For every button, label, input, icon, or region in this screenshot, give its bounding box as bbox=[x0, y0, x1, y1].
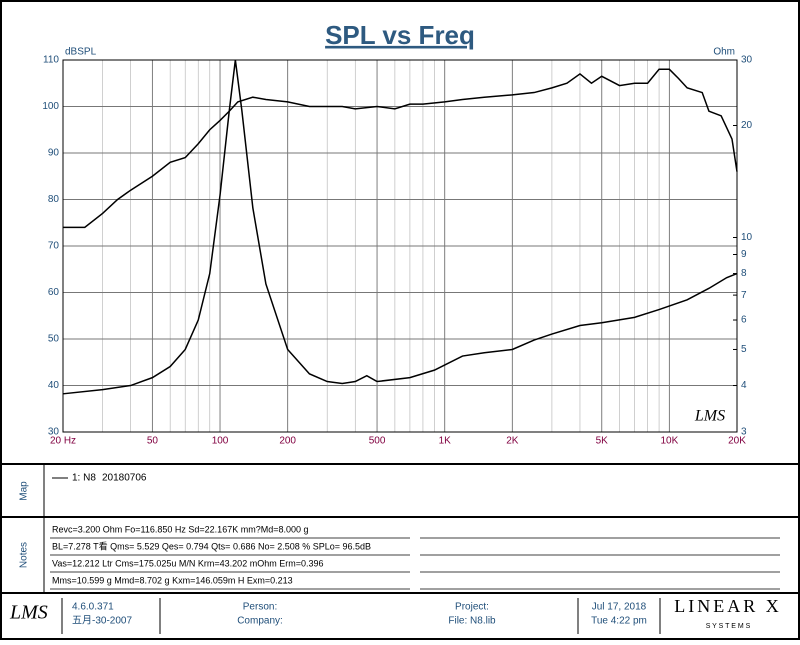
date: Jul 17, 2018 bbox=[592, 602, 647, 613]
x-tick-label: 5K bbox=[596, 436, 609, 447]
y2-tick-label: 30 bbox=[741, 55, 753, 66]
x-tick-label: 2K bbox=[506, 436, 519, 447]
y-tick-label: 60 bbox=[48, 287, 60, 298]
legend-label: 1: N8 bbox=[72, 473, 96, 484]
y-tick-label: 50 bbox=[48, 334, 60, 345]
x-tick-label: 100 bbox=[212, 436, 229, 447]
data-line bbox=[62, 59, 738, 395]
y-tick-label: 40 bbox=[48, 380, 60, 391]
x-tick-label: 200 bbox=[279, 436, 296, 447]
x-tick-label: 20 Hz bbox=[50, 436, 76, 447]
brand: LINEAR X bbox=[674, 596, 782, 616]
y2-tick-label: 10 bbox=[741, 232, 753, 243]
plot-area bbox=[62, 59, 738, 433]
x-tick-label: 500 bbox=[369, 436, 386, 447]
y2-tick-label: 5 bbox=[741, 344, 747, 355]
y-tick-label: 30 bbox=[48, 427, 60, 438]
project: Project: bbox=[455, 602, 489, 613]
section-label: Map bbox=[19, 481, 30, 501]
y2-tick-label: 9 bbox=[741, 249, 747, 260]
company: Company: bbox=[237, 616, 283, 627]
person: Person: bbox=[243, 602, 277, 613]
data-line bbox=[63, 68, 738, 229]
version: 4.6.0.371 bbox=[72, 602, 114, 613]
file: File: N8.lib bbox=[448, 616, 496, 627]
note-line: Vas=12.212 Ltr Cms=175.025u M/N Krm=43.2… bbox=[52, 558, 323, 568]
logo: LMS bbox=[694, 408, 725, 425]
note-line: BL=7.278 T看 Qms= 5.529 Qes= 0.794 Qts= 0… bbox=[52, 540, 371, 551]
footer-logo: LMS bbox=[9, 602, 48, 624]
x-tick-label: 20K bbox=[728, 436, 746, 447]
y-tick-label: 110 bbox=[43, 55, 59, 66]
y2-tick-label: 4 bbox=[741, 380, 747, 391]
x-tick-label: 1K bbox=[439, 436, 452, 447]
y-tick-label: 80 bbox=[48, 194, 60, 205]
y2-tick-label: 7 bbox=[741, 290, 747, 301]
y-tick-label: 100 bbox=[42, 101, 59, 112]
y2-tick-label: 6 bbox=[741, 315, 747, 326]
y-tick-label: 70 bbox=[48, 241, 60, 252]
legend-date: 20180706 bbox=[102, 473, 147, 484]
brand-sub: S Y S T E M S bbox=[706, 623, 751, 630]
note-line: Mms=10.599 g Mmd=8.702 g Kxm=146.059m H … bbox=[52, 575, 293, 585]
x-tick-label: 50 bbox=[147, 436, 159, 447]
y2-tick-label: 8 bbox=[741, 268, 747, 279]
build-date: 五月-30-2007 bbox=[72, 615, 132, 627]
x-tick-label: 10K bbox=[660, 436, 678, 447]
y2-axis-label: Ohm bbox=[713, 47, 735, 58]
section-label: Notes bbox=[19, 542, 30, 568]
time: Tue 4:22 pm bbox=[591, 616, 647, 627]
y2-tick-label: 3 bbox=[741, 427, 747, 438]
y-tick-label: 90 bbox=[48, 148, 60, 159]
chart-title: SPL vs Freq bbox=[325, 20, 475, 50]
y2-tick-label: 20 bbox=[741, 120, 753, 131]
y-axis-label: dBSPL bbox=[65, 47, 97, 58]
note-line: Revc=3.200 Ohm Fo=116.850 Hz Sd=22.167K … bbox=[52, 524, 309, 534]
